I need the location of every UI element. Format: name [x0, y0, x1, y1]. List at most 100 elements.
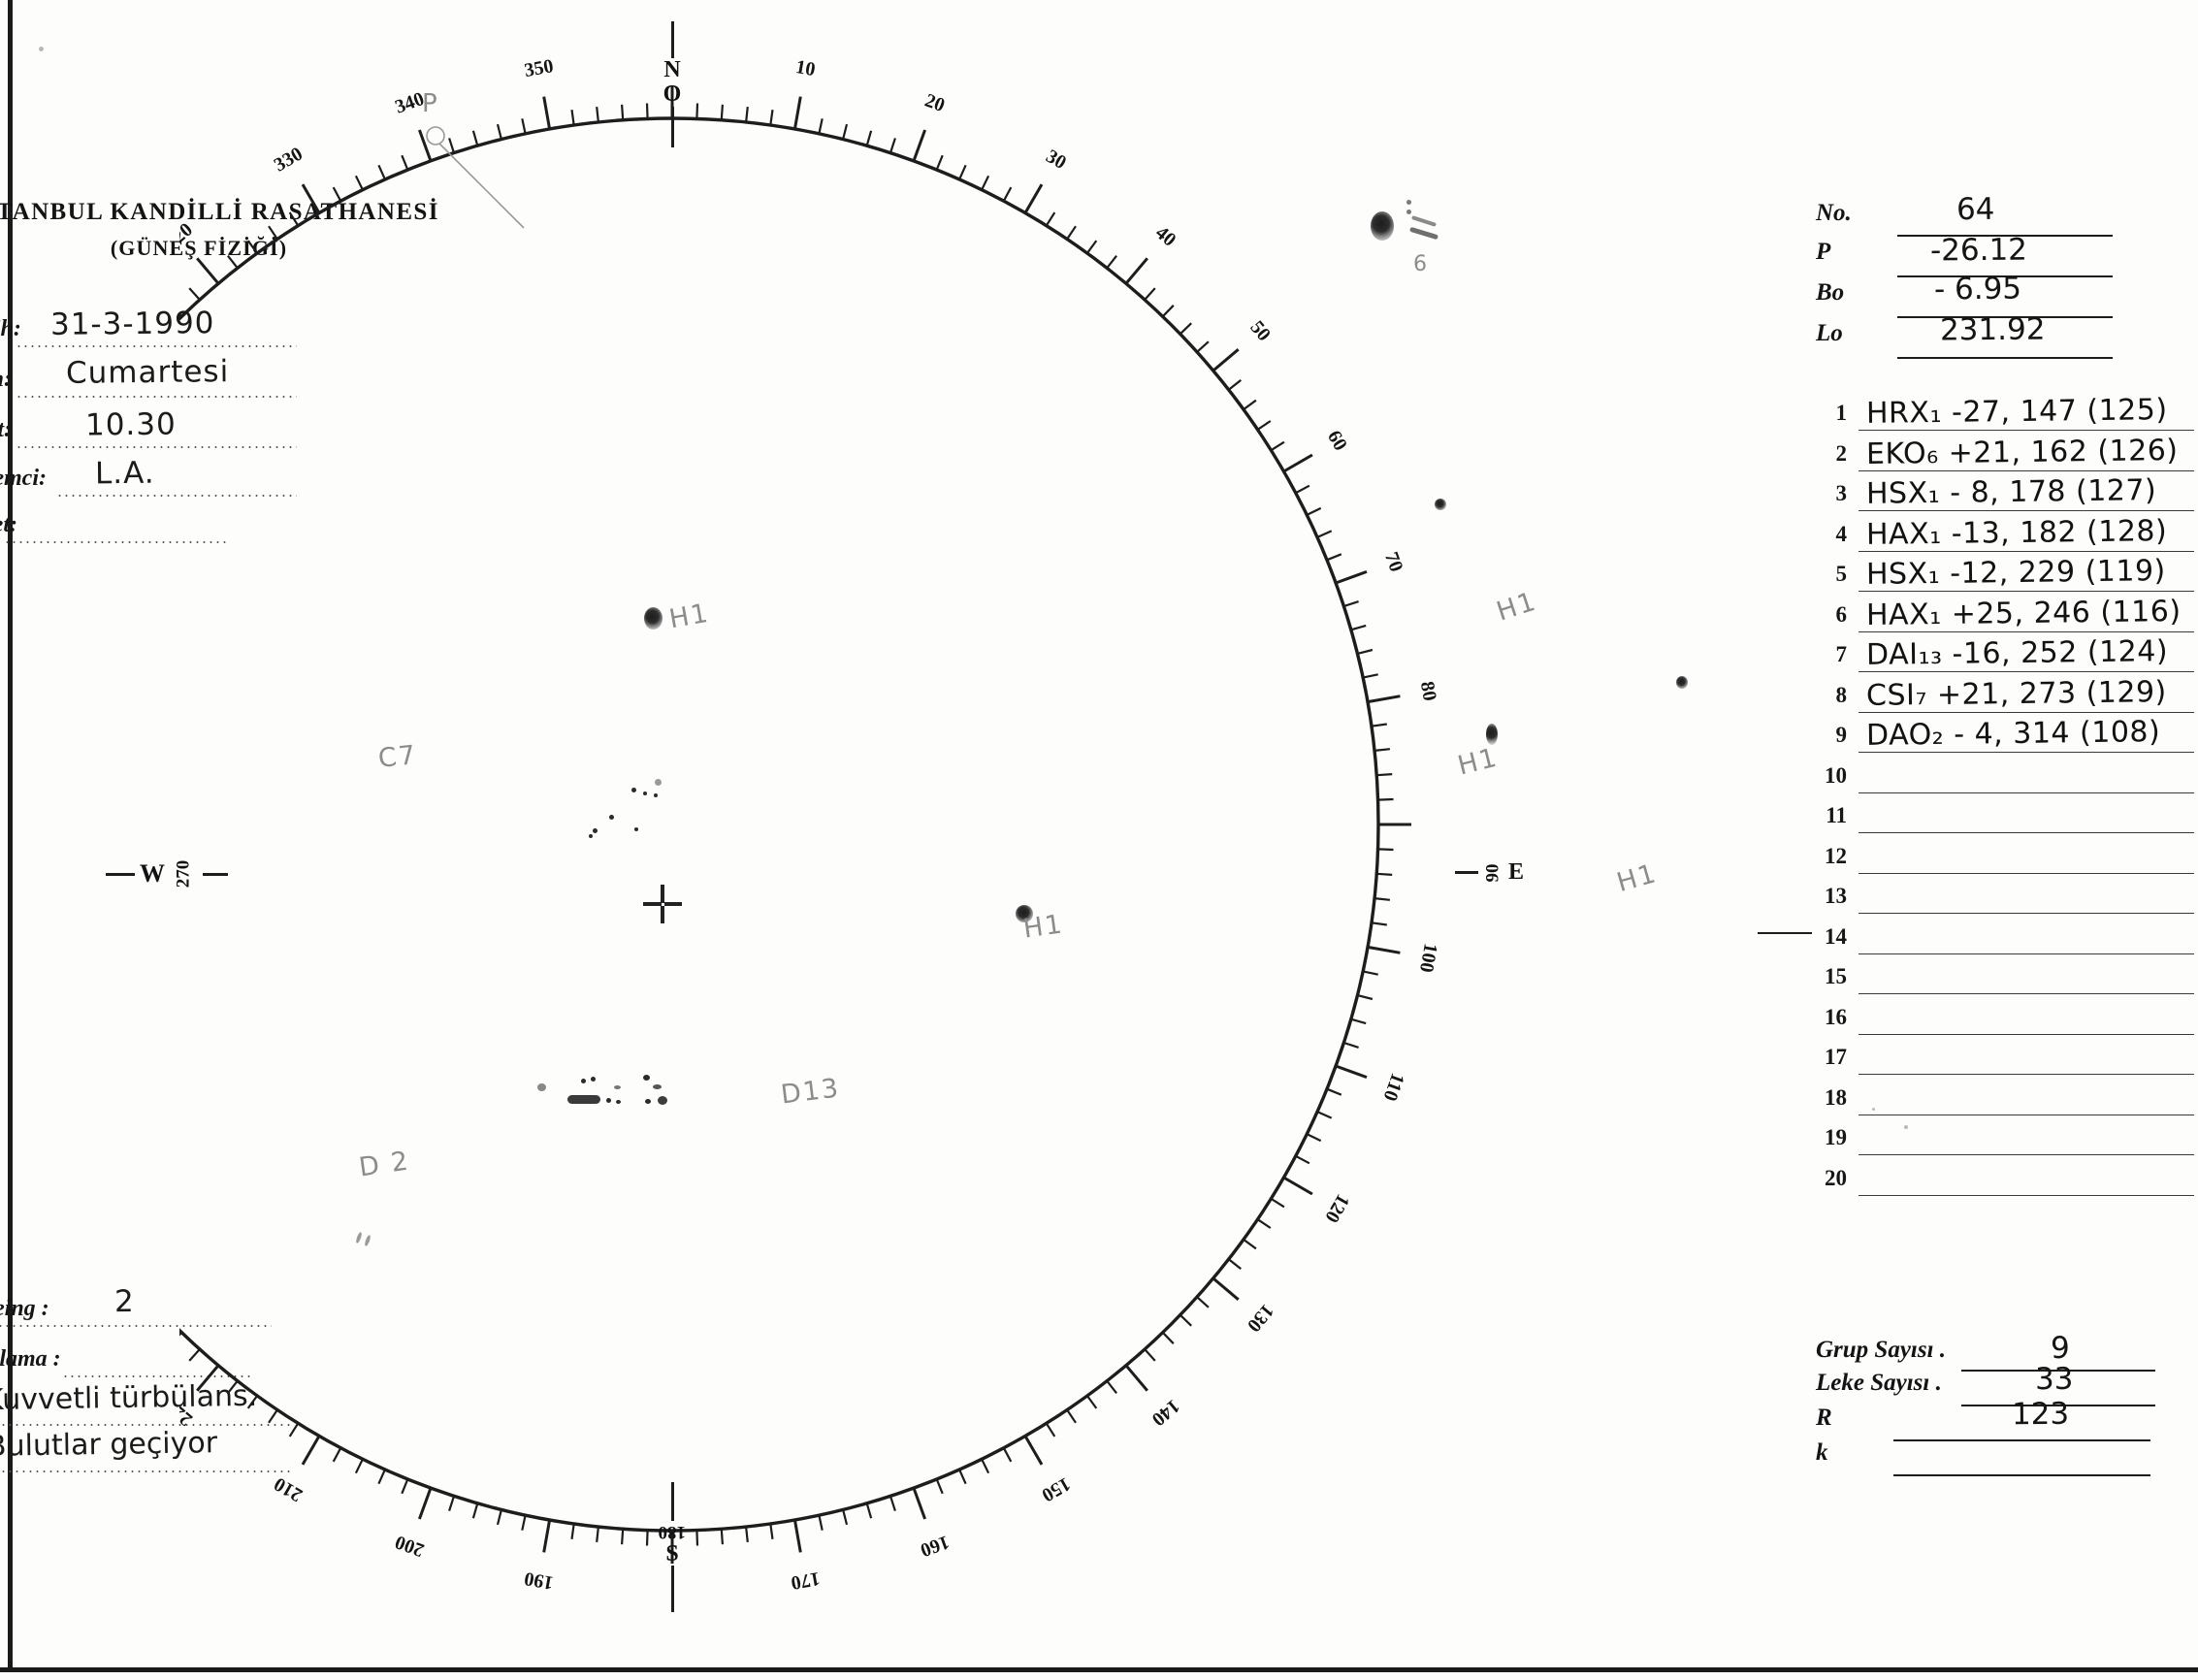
field-dotline: [16, 446, 297, 448]
disc-degree-label: 350: [523, 55, 555, 81]
group-row-rule: [1859, 671, 2194, 672]
group-row-number: 6: [1835, 601, 1848, 627]
sunspot: [654, 793, 658, 797]
disc-group-label: C7: [376, 739, 419, 775]
field-value-seeing[interactable]: 2: [113, 1283, 135, 1320]
cardinal-north-letter: N: [663, 57, 681, 82]
disc-degree-label: 120: [1320, 1190, 1353, 1226]
sunspot: [643, 1075, 650, 1081]
group-row-rule: [1859, 1194, 2194, 1196]
disc-degree-label: 320: [179, 219, 197, 254]
totals-label-k: k: [1816, 1439, 1828, 1466]
scan-speck: [1904, 1125, 1908, 1129]
group-row-rule: [1859, 792, 2194, 793]
field-label-seeing: Seeing :: [0, 1296, 49, 1321]
group-row-number: 2: [1835, 440, 1848, 466]
group-row-entry[interactable]: EKO₆ +21, 162 (126): [1865, 433, 2179, 471]
disc-degree-label: 70: [1380, 549, 1407, 574]
sunspot: [581, 1079, 586, 1083]
solar-disc: 10 20 30 40 50 60 70 80 100 110 120 130 140 150 160 170…: [106, 21, 1693, 1612]
group-row-rule: [1859, 1033, 2194, 1035]
totals-rule: [1961, 1370, 2155, 1372]
sunspot: [645, 1099, 651, 1104]
cardinal-north: N O: [659, 21, 686, 147]
totals-rule: [1893, 1439, 2150, 1441]
field-value-saat[interactable]: 10.30: [84, 406, 177, 443]
totals-label-leke: Leke Sayısı .: [1816, 1370, 1942, 1396]
disc-center-crosshair: [643, 885, 682, 923]
group-row-rule: [1859, 752, 2194, 753]
sunspot: [658, 1096, 667, 1105]
scan-speck: [39, 47, 44, 51]
note-dotline-1: [0, 1424, 291, 1426]
group-row-number: 18: [1825, 1084, 1847, 1110]
field-row-seeing: Seeing : 2: [0, 1284, 320, 1331]
ephemeris-value-p[interactable]: -26.12: [1929, 232, 2028, 269]
group-row-number: 8: [1835, 682, 1848, 707]
group-row-rule: [1859, 591, 2194, 592]
group-row-number: 1: [1835, 401, 1848, 425]
group-row-entry[interactable]: DAO₂ - 4, 314 (108): [1865, 715, 2161, 753]
field-value-gozlemci[interactable]: L.A.: [94, 455, 155, 492]
group-row-entry[interactable]: HAX₁ +25, 246 (116): [1865, 594, 2182, 632]
field-row-tarih: Tarih: 31-3-1990: [0, 306, 301, 351]
ephemeris-value-bo[interactable]: - 6.95: [1933, 271, 2022, 307]
sunspot: [609, 815, 614, 820]
totals-value-grup[interactable]: 9: [2050, 1330, 2070, 1367]
cardinal-west-degree: 270: [173, 859, 194, 888]
disc-degree-label: 20: [922, 90, 948, 117]
group-row-rule: [1859, 1154, 2194, 1155]
group-row-entry[interactable]: HSX₁ - 8, 178 (127): [1865, 473, 2157, 511]
disc-degree-label: 10: [794, 56, 818, 81]
group-row-rule: [1859, 993, 2194, 994]
totals-value-r[interactable]: 123: [2011, 1396, 2070, 1433]
sunspot: [1676, 676, 1688, 689]
sunspot: [589, 834, 593, 838]
group-row-number: 3: [1835, 481, 1848, 505]
group-row-rule: [1859, 469, 2194, 471]
scan-edge-bottom: [0, 1667, 2198, 1672]
scan-speck: [1872, 1108, 1875, 1111]
totals-rule: [1961, 1405, 2155, 1406]
group-row-number: 5: [1835, 562, 1848, 586]
position-angle-pointer: [426, 126, 525, 229]
totals-rule: [1893, 1474, 2150, 1476]
sunspot: [1435, 499, 1446, 510]
group-row-number: 20: [1825, 1165, 1847, 1190]
totals-label-r: R: [1816, 1405, 1832, 1431]
sunspot: [644, 607, 663, 630]
group-row-entry[interactable]: HSX₁ -12, 229 (119): [1865, 554, 2166, 592]
department-subtitle: (GÜNEŞ FİZİĞİ): [110, 236, 288, 260]
sunspot: [614, 1085, 621, 1089]
sunspot: [567, 1095, 600, 1104]
ephemeris-label-bo: Bo: [1816, 279, 1845, 306]
disc-degree-label: 210: [271, 1472, 307, 1505]
disc-degree-label: 60: [1323, 427, 1351, 454]
scan-edge-left: [8, 0, 13, 1670]
sunspot: [1016, 905, 1033, 922]
disc-degree-label: 130: [1243, 1300, 1277, 1336]
cardinal-east-letter: E: [1508, 859, 1525, 885]
field-label-gun: Gün:: [0, 367, 13, 392]
organization-title: İSTANBUL KANDİLLİ RASATHANESİ: [0, 199, 439, 225]
cardinal-south-letter: S: [665, 1541, 679, 1567]
group-row-entry[interactable]: CSI₇ +21, 273 (129): [1865, 674, 2167, 713]
field-dotline: [16, 396, 297, 398]
group-row-entry[interactable]: HAX₁ -13, 182 (128): [1865, 513, 2168, 552]
group-row-number: 17: [1825, 1045, 1847, 1069]
ephemeris-value-lo[interactable]: 231.92: [1939, 311, 2046, 348]
disc-degree-label: 190: [523, 1567, 555, 1594]
group-row-rule: [1859, 430, 2194, 431]
group-row-number: 14: [1825, 923, 1847, 949]
ephemeris-value-no[interactable]: 64: [1956, 191, 1995, 228]
ephemeris-label-no: No.: [1816, 200, 1852, 226]
totals-value-leke[interactable]: 33: [2034, 1361, 2074, 1398]
sunspot: [591, 1077, 596, 1082]
group-row-entry[interactable]: HRX₁ -27, 147 (125): [1865, 393, 2168, 431]
group-row-number: 19: [1825, 1125, 1847, 1149]
field-row-saat: Saat: 10.30: [0, 407, 301, 452]
sunspot: [634, 827, 638, 831]
group-row-entry[interactable]: DAI₁₃ -16, 252 (124): [1865, 634, 2169, 672]
ephemeris-label-lo: Lo: [1816, 320, 1843, 346]
